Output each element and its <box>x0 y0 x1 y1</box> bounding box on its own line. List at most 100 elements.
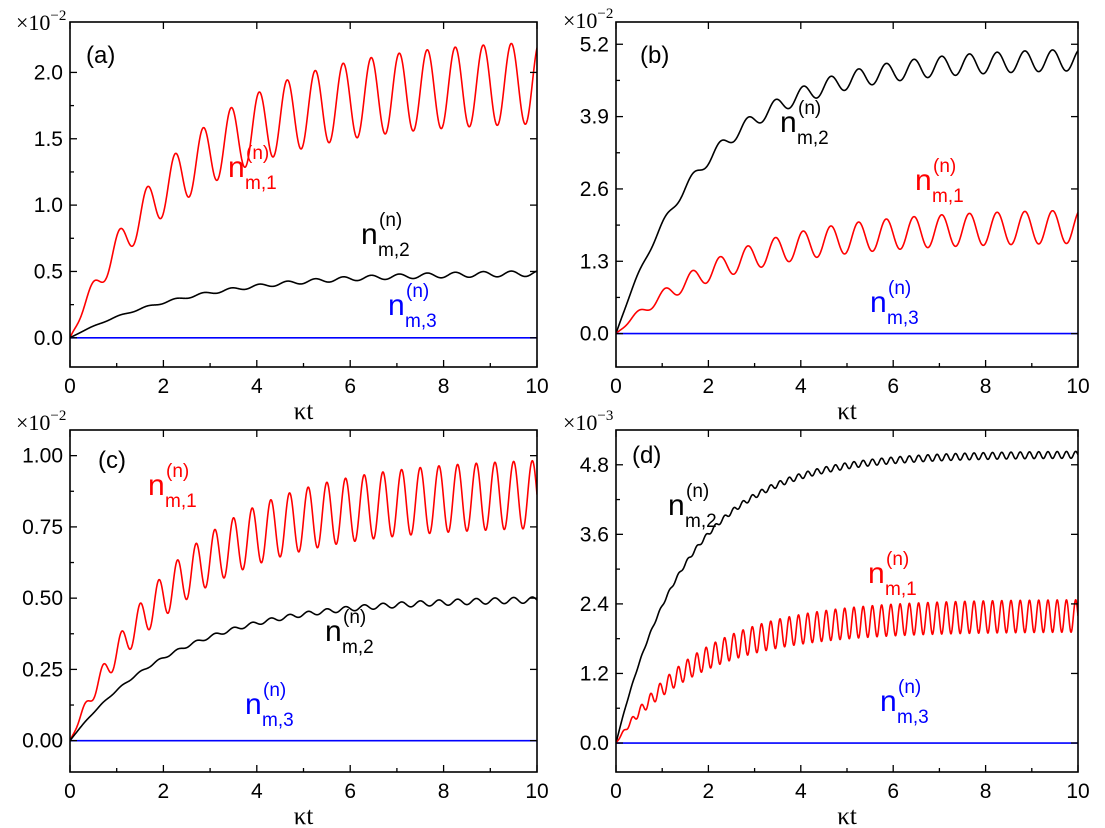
plot-frame <box>615 21 1079 368</box>
scale-label: ×10−3 <box>563 408 613 435</box>
panel-label: (b) <box>640 42 669 69</box>
series-label-base: n <box>868 557 885 590</box>
x-tick-label: 2 <box>158 375 170 398</box>
y-tick-label: 0.75 <box>22 516 63 539</box>
x-tick-label: 10 <box>1066 375 1089 398</box>
x-tick-label: 8 <box>980 375 992 398</box>
y-tick-label: 3.9 <box>580 106 609 129</box>
chart-panel-b: 0 2 4 6 8 100.01.32.63.95.2κt(b)×10−2n (n)m,2n… <box>563 6 1090 425</box>
plot-frame <box>69 21 538 368</box>
x-tick-label: 4 <box>795 375 807 398</box>
series-label-base: n <box>388 289 405 322</box>
series-label-sup: (n) <box>933 156 956 177</box>
series-label-sub: m,1 <box>165 491 197 512</box>
series-label-sup: (n) <box>379 210 402 231</box>
series-label-m-3: n (n) m,3 <box>388 281 437 332</box>
x-axis-label: κt <box>294 803 314 828</box>
y-tick-label: 1.2 <box>580 662 609 685</box>
series-label-base: n <box>915 164 932 197</box>
series-line-m-1 <box>70 42 537 339</box>
series-label-sub: m,3 <box>897 707 929 728</box>
x-tick-label: 6 <box>887 780 899 803</box>
series-label-m-2: n (n) m,2 <box>780 98 829 149</box>
series-label-sup: (n) <box>888 278 911 299</box>
x-tick-label: 8 <box>980 780 992 803</box>
scale-exponent: −2 <box>597 6 613 22</box>
panel-label: (c) <box>98 447 126 474</box>
series-label-sub: m,1 <box>245 173 277 194</box>
series-line-m-1 <box>616 209 1078 335</box>
series-label-sub: m,3 <box>262 710 294 731</box>
series-label-m-3: n (n) m,3 <box>245 680 294 731</box>
y-tick-label: 2.6 <box>580 178 609 201</box>
scale-label: ×10−2 <box>16 408 66 435</box>
series-label-m-3: n (n) m,3 <box>880 677 929 728</box>
x-tick-label: 2 <box>158 780 170 803</box>
series-label-base: n <box>325 615 342 648</box>
x-tick-label: 2 <box>703 375 715 398</box>
series-line-m-2 <box>70 270 537 339</box>
x-tick-label: 10 <box>525 780 548 803</box>
x-tick-label: 0 <box>610 375 622 398</box>
x-tick-label: 0 <box>610 780 622 803</box>
series-line-m-2 <box>616 450 1078 744</box>
series-label-sub: m,2 <box>342 637 374 658</box>
series-label-base: n <box>361 218 378 251</box>
x-tick-label: 6 <box>344 780 356 803</box>
series-label-sub: m,2 <box>378 240 410 261</box>
panel-label: (d) <box>632 442 661 469</box>
x-tick-label: 6 <box>887 375 899 398</box>
scale-exponent: −3 <box>597 408 613 424</box>
scale-label: ×10−2 <box>16 8 66 35</box>
series-label-sup: (n) <box>263 680 286 701</box>
y-tick-label: 0.5 <box>34 260 63 283</box>
scale-base: ×10 <box>563 410 597 435</box>
series-label-sup: (n) <box>886 549 909 570</box>
y-tick-label: 2.4 <box>580 593 610 616</box>
y-tick-label: 3.6 <box>580 523 609 546</box>
series-label-sup: (n) <box>686 481 709 502</box>
x-axis-label: κt <box>294 398 314 425</box>
y-tick-label: 0.0 <box>580 732 609 755</box>
x-tick-label: 6 <box>344 375 356 398</box>
x-axis-label: κt <box>837 398 857 425</box>
series-label-m-1: n (n) m,1 <box>228 143 277 194</box>
series-label-sub: m,3 <box>887 308 919 329</box>
series-label-base: n <box>148 469 165 502</box>
y-tick-label: 0.00 <box>22 730 63 753</box>
series-label-base: n <box>245 688 262 721</box>
y-tick-label: 0.50 <box>22 587 63 610</box>
y-tick-label: 1.0 <box>34 194 63 217</box>
x-tick-label: 4 <box>251 780 263 803</box>
series-label-sup: (n) <box>166 461 189 482</box>
series-label-base: n <box>870 286 887 319</box>
x-axis-label: κt <box>837 803 857 828</box>
panel-label: (a) <box>86 42 115 69</box>
series-label-sub: m,1 <box>885 579 917 600</box>
y-tick-label: 0.0 <box>34 327 63 350</box>
x-tick-label: 0 <box>64 375 76 398</box>
series-label-base: n <box>780 106 797 139</box>
series-label-sup: (n) <box>406 281 429 302</box>
plot-frame <box>69 429 538 773</box>
series-label-m-1: n (n) m,1 <box>868 549 917 600</box>
y-tick-label: 4.8 <box>580 454 609 477</box>
y-tick-label: 0.25 <box>22 658 63 681</box>
series-label-m-2: n (n) m,2 <box>668 481 717 532</box>
series-label-sup: (n) <box>343 607 366 628</box>
series-label-sup: (n) <box>798 98 821 119</box>
series-label-m-2: n (n) m,2 <box>325 607 374 658</box>
x-tick-label: 8 <box>438 375 450 398</box>
y-tick-label: 1.3 <box>580 250 609 273</box>
y-tick-label: 1.5 <box>34 128 63 151</box>
y-tick-label: 5.2 <box>580 33 609 56</box>
x-tick-label: 10 <box>525 375 548 398</box>
scale-base: ×10 <box>16 410 50 435</box>
chart-panel-a: 0 2 4 6 8 100.00.51.01.52.0κt(a)×10−2n (n)m,1n… <box>16 8 549 425</box>
series-line-m-1 <box>616 599 1078 744</box>
series-label-base: n <box>228 151 245 184</box>
series-label-sub: m,2 <box>797 128 829 149</box>
y-tick-label: 1.00 <box>22 445 63 468</box>
